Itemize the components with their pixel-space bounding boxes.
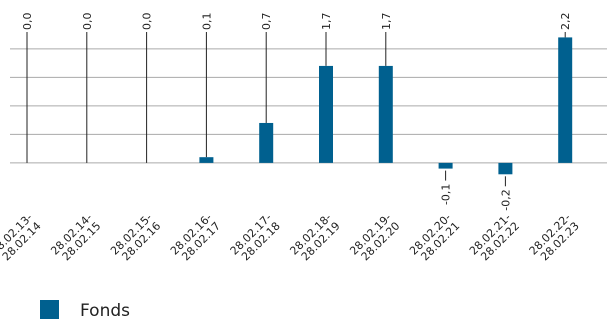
legend-swatch [40, 300, 59, 319]
x-tick-label: 28.02.18-28.02.19 [287, 211, 342, 266]
bar [438, 162, 453, 169]
bar [319, 65, 333, 163]
value-label: 0,7 [260, 13, 273, 31]
x-tick-label: 28.02.21-28.02.22 [467, 211, 522, 266]
value-label: 0,1 [200, 13, 213, 31]
value-label: 0,0 [141, 13, 154, 31]
value-label: -0,1 [440, 184, 453, 205]
x-tick-label: 28.02.22-28.02.23 [527, 211, 582, 266]
bar [558, 37, 573, 163]
value-label: 1,7 [320, 13, 333, 31]
bar [378, 65, 393, 163]
x-tick-label: 28.02.13-28.02.14 [0, 211, 44, 266]
value-label: 2,2 [559, 13, 572, 31]
bar [199, 157, 214, 163]
x-tick-label: 28.02.16-28.02.17 [168, 211, 223, 266]
legend-label: Fonds [80, 301, 130, 320]
value-label: 0,0 [21, 13, 34, 31]
x-tick-label: 28.02.14-28.02.15 [48, 211, 103, 266]
bar [259, 122, 274, 163]
value-label: 1,7 [380, 13, 393, 31]
value-label: -0,2 [499, 189, 512, 210]
x-tick-label: 28.02.20-28.02.21 [407, 211, 462, 266]
x-tick-label: 28.02.15-28.02.16 [108, 211, 163, 266]
bar [498, 162, 513, 175]
x-tick-label: 28.02.17-28.02.18 [228, 211, 283, 266]
x-tick-label: 28.02.19-28.02.20 [347, 211, 402, 266]
value-label: 0,0 [81, 13, 94, 31]
